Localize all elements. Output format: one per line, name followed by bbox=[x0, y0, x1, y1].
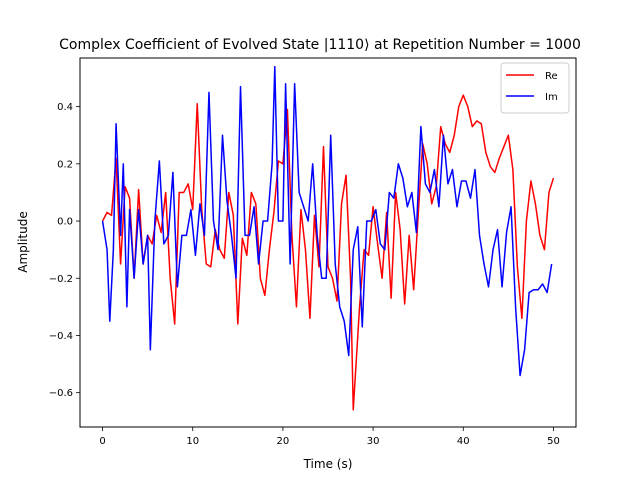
x-tick-label: 50 bbox=[547, 436, 560, 447]
series-line-re bbox=[101, 94, 555, 411]
y-tick-label: −0.6 bbox=[49, 388, 73, 399]
legend-box bbox=[500, 62, 570, 114]
series-line-im bbox=[101, 65, 553, 377]
y-tick-label: 0.4 bbox=[57, 102, 73, 113]
x-tick-label: 40 bbox=[457, 436, 470, 447]
plot-lines bbox=[101, 65, 555, 411]
y-tick-label: −0.4 bbox=[49, 331, 73, 342]
x-tick-label: 10 bbox=[186, 436, 199, 447]
y-tick-label: −0.2 bbox=[49, 274, 73, 285]
legend: Re Im bbox=[500, 62, 570, 114]
y-tick-label: 0.0 bbox=[57, 217, 73, 228]
axes-frame bbox=[79, 57, 577, 428]
y-tick-label: 0.2 bbox=[57, 159, 73, 170]
x-tick-label: 30 bbox=[367, 436, 380, 447]
x-axis: 0 10 20 30 40 50 bbox=[99, 427, 560, 447]
x-tick-label: 20 bbox=[277, 436, 290, 447]
legend-label-re: Re bbox=[545, 71, 558, 82]
chart-title: Complex Coefficient of Evolved State |11… bbox=[59, 37, 581, 53]
legend-label-im: Im bbox=[545, 92, 558, 103]
x-axis-label: Time (s) bbox=[303, 457, 353, 471]
y-axis-label: Amplitude bbox=[16, 211, 30, 273]
x-tick-label: 0 bbox=[99, 436, 105, 447]
y-axis: −0.6 −0.4 −0.2 0.0 0.2 0.4 bbox=[49, 102, 80, 399]
